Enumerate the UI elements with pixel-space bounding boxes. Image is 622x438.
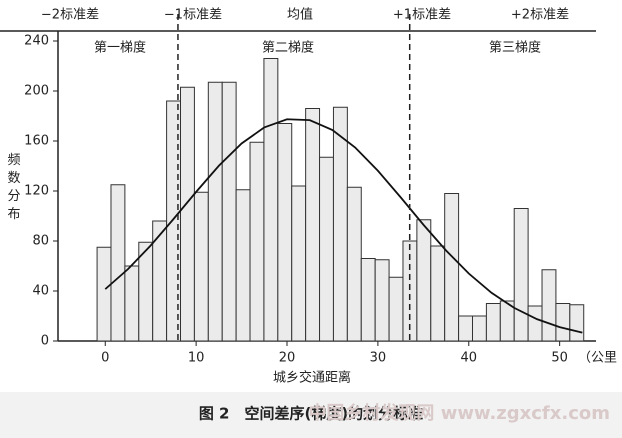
bar	[388, 276, 404, 342]
watermark: 中国乡村发现网 www.zgxcfx.com	[308, 402, 610, 424]
bar	[110, 184, 126, 342]
bar	[193, 191, 209, 342]
bar	[138, 241, 154, 342]
bar	[360, 258, 376, 342]
bar	[513, 208, 529, 342]
y-tick-label: 200	[24, 84, 49, 99]
bar	[485, 303, 501, 342]
normal-curve	[104, 118, 583, 334]
sd-label: 均值	[287, 7, 313, 23]
x-unit: （公里	[578, 351, 617, 366]
bar	[263, 58, 279, 342]
caption-band	[0, 392, 622, 438]
sd-label: −2标准差	[41, 8, 99, 23]
bar	[319, 156, 334, 342]
y-tick-label: 40	[32, 284, 49, 299]
sd-label: +2标准差	[511, 8, 569, 23]
y-tick-label: 80	[32, 234, 49, 249]
x-tick-label: 40	[460, 351, 477, 366]
x-tick-label: 0	[101, 351, 109, 366]
bar	[458, 315, 473, 342]
caption: 图 2 空间差序(梯度)的划分标准	[199, 405, 423, 423]
bar	[332, 106, 348, 342]
bar	[346, 186, 362, 342]
bar	[444, 193, 460, 342]
x-tick-label: 50	[551, 351, 568, 366]
y-tick-label: 160	[24, 134, 49, 149]
bar	[124, 265, 140, 342]
sd-label: −1标准差	[164, 8, 222, 23]
bar	[180, 86, 195, 342]
y-tick-label: 0	[41, 334, 49, 349]
bar	[555, 303, 571, 342]
x-tick-label: 10	[188, 351, 205, 366]
bar	[416, 219, 432, 342]
bar	[291, 185, 307, 342]
y-tick-label: 240	[24, 34, 49, 49]
zone-label: 第二梯度	[262, 40, 314, 56]
bar	[471, 315, 487, 342]
bar	[221, 81, 237, 342]
bar	[374, 259, 390, 342]
bar	[249, 141, 265, 342]
zone-label: 第一梯度	[94, 40, 146, 56]
bar	[430, 245, 446, 342]
x-axis-label: 城乡交通距离	[273, 370, 351, 386]
x-tick-label: 30	[370, 351, 387, 366]
bar	[152, 220, 168, 342]
sd-label: +1标准差	[393, 8, 451, 23]
y-axis-label: 频数分布	[7, 153, 20, 222]
bar	[569, 304, 585, 342]
x-tick-label: 20	[279, 351, 296, 366]
bar	[235, 189, 251, 342]
bar	[277, 123, 293, 342]
bar	[96, 246, 112, 342]
y-tick-label: 120	[24, 184, 49, 199]
bar	[541, 269, 557, 342]
bar	[305, 108, 321, 342]
bar	[207, 81, 223, 342]
zone-label: 第三梯度	[489, 40, 541, 56]
bar	[527, 305, 543, 342]
